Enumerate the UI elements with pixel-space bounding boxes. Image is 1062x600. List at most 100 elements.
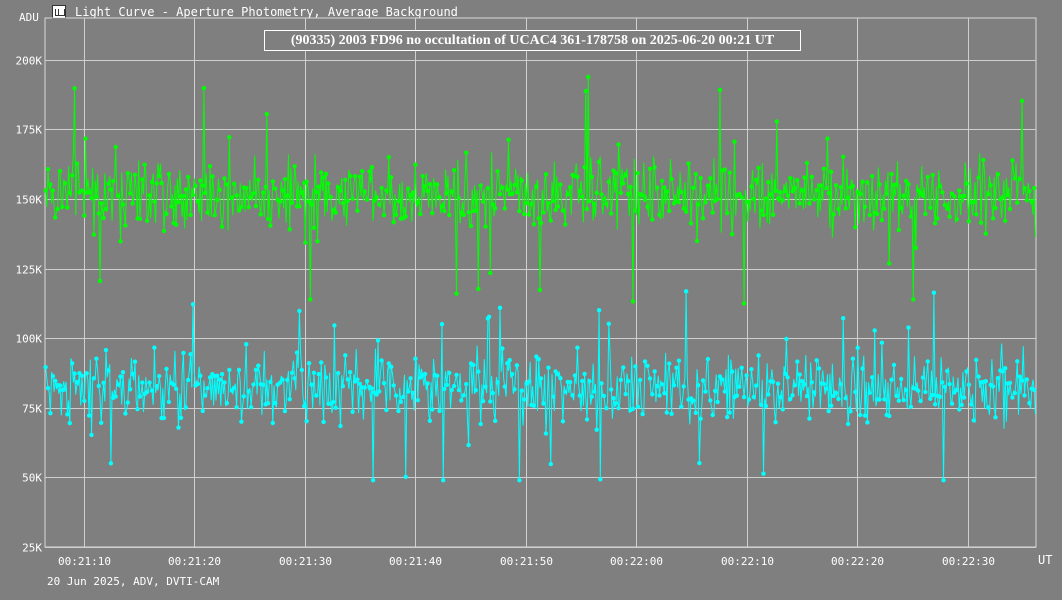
data-point — [268, 223, 273, 228]
data-point — [444, 191, 449, 196]
data-point — [302, 403, 307, 409]
data-point — [74, 161, 80, 166]
data-point — [829, 169, 834, 174]
data-point — [1000, 195, 1005, 200]
data-point — [606, 321, 611, 326]
data-point — [560, 208, 566, 213]
data-point — [635, 404, 640, 409]
data-point — [244, 186, 249, 191]
data-point — [478, 421, 483, 427]
data-point — [360, 169, 365, 174]
data-point — [299, 367, 304, 373]
data-point — [140, 177, 145, 182]
data-point — [128, 387, 133, 392]
data-point — [309, 382, 314, 387]
data-point — [130, 371, 135, 377]
data-point — [304, 179, 309, 184]
data-point — [652, 165, 657, 170]
data-point — [65, 205, 70, 210]
data-point — [493, 418, 498, 423]
data-point — [901, 397, 906, 403]
data-point — [335, 370, 341, 376]
data-point — [328, 194, 333, 200]
data-point — [166, 171, 172, 177]
data-point — [790, 393, 795, 398]
data-point — [879, 217, 885, 223]
data-point — [403, 474, 408, 480]
data-point — [505, 187, 510, 192]
data-point — [681, 206, 686, 211]
data-point — [427, 181, 433, 187]
data-point — [712, 388, 718, 394]
data-point — [217, 187, 222, 192]
data-point — [1022, 185, 1027, 191]
data-point — [1027, 400, 1032, 406]
data-point — [381, 212, 387, 218]
data-point — [654, 383, 660, 389]
data-point — [906, 325, 911, 330]
data-point — [567, 185, 573, 190]
data-point — [316, 371, 321, 377]
data-point — [969, 402, 974, 407]
data-point — [96, 383, 102, 389]
data-point — [377, 202, 382, 207]
data-point — [258, 212, 263, 217]
data-point — [700, 378, 706, 383]
data-point — [260, 382, 266, 388]
data-point — [691, 185, 696, 190]
data-point — [253, 367, 259, 372]
data-point — [444, 382, 449, 388]
data-point — [340, 384, 346, 389]
data-point — [604, 201, 609, 206]
data-point — [456, 387, 462, 393]
data-point — [386, 155, 391, 160]
data-point — [785, 193, 790, 198]
data-point — [952, 194, 957, 199]
data-point — [202, 190, 208, 196]
data-point — [130, 201, 135, 206]
data-point — [303, 240, 308, 245]
data-point — [379, 358, 384, 363]
data-point — [166, 399, 172, 405]
data-point — [548, 218, 553, 223]
data-point — [53, 378, 58, 383]
data-point — [625, 191, 631, 197]
data-point — [931, 290, 937, 295]
data-point — [918, 398, 923, 404]
data-point — [48, 411, 53, 416]
data-point — [645, 363, 650, 368]
data-point — [447, 212, 452, 218]
data-point — [246, 389, 251, 394]
data-point — [308, 297, 313, 302]
data-point — [338, 188, 343, 193]
data-point — [850, 183, 856, 189]
data-point — [132, 359, 138, 364]
data-point — [853, 389, 858, 395]
data-point — [488, 399, 493, 404]
data-point — [703, 389, 708, 394]
data-point — [758, 208, 764, 213]
x-tick-label: 00:22:20 — [831, 555, 884, 568]
data-point — [947, 214, 952, 219]
data-point — [558, 182, 563, 187]
data-point — [961, 193, 967, 199]
data-point — [799, 378, 805, 384]
data-point — [57, 168, 63, 174]
data-point — [231, 385, 237, 391]
data-point — [635, 170, 640, 176]
data-point — [836, 206, 841, 212]
data-point — [553, 207, 558, 213]
data-point — [669, 411, 674, 416]
data-point — [490, 390, 495, 396]
data-point — [995, 375, 1001, 381]
data-point — [201, 85, 207, 91]
data-point — [264, 111, 269, 117]
data-point — [691, 398, 696, 403]
data-point — [774, 119, 779, 124]
data-point — [343, 177, 348, 183]
data-point — [164, 211, 169, 217]
data-point — [676, 358, 682, 363]
data-point — [768, 192, 773, 197]
data-point — [507, 357, 512, 363]
